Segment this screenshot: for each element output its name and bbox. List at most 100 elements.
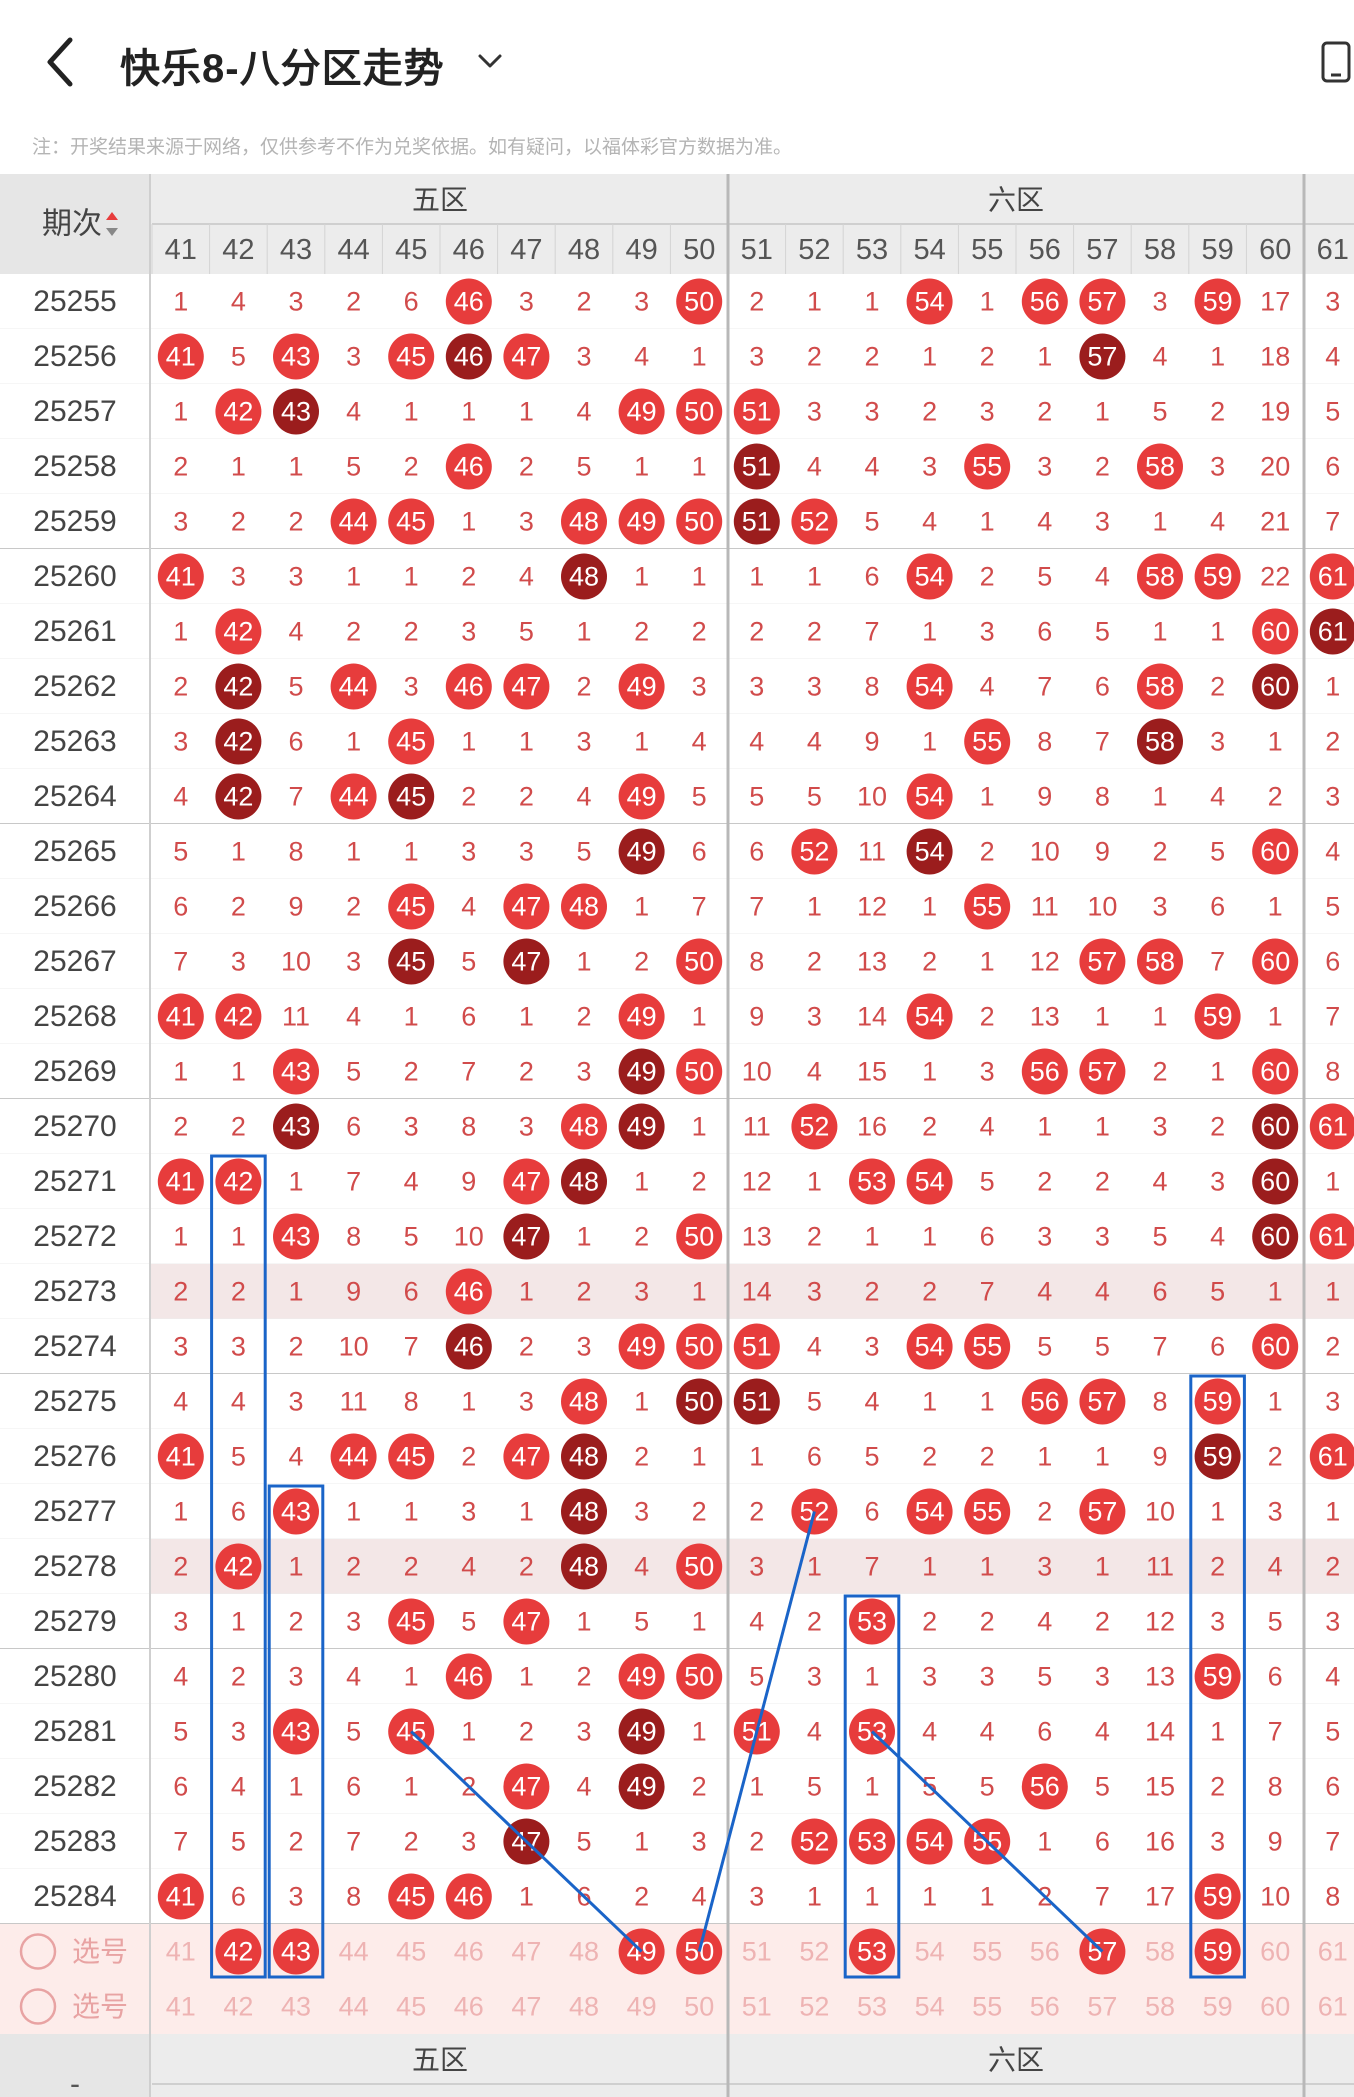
- miss-count: 1: [1037, 1112, 1052, 1142]
- miss-count: 4: [634, 1552, 649, 1582]
- issue-cell-bg: [0, 1869, 150, 1924]
- miss-count: 2: [1325, 1332, 1340, 1362]
- hit-number: 47: [511, 342, 541, 372]
- miss-count: 9: [864, 727, 879, 757]
- miss-count: 3: [1095, 507, 1110, 537]
- selectable-number: 46: [454, 1937, 484, 1967]
- miss-count: 11: [1146, 1552, 1174, 1582]
- miss-count: 2: [634, 617, 649, 647]
- device-button[interactable]: [1316, 38, 1354, 88]
- miss-count: 3: [1152, 287, 1167, 317]
- miss-count: 4: [864, 452, 879, 482]
- miss-count: 3: [749, 1882, 764, 1912]
- miss-count: 1: [1152, 1002, 1167, 1032]
- hit-number: 55: [972, 452, 1002, 482]
- hit-number: 49: [627, 1772, 657, 1802]
- miss-count: 2: [1210, 397, 1225, 427]
- issue-cell-bg: [0, 1484, 150, 1539]
- miss-count: 10: [742, 1057, 772, 1087]
- issue-number: 25278: [33, 1550, 116, 1583]
- chevron-left-icon: [47, 37, 73, 87]
- miss-count: 2: [1210, 1552, 1225, 1582]
- hit-ball: [561, 1158, 607, 1205]
- miss-count: 1: [980, 287, 995, 317]
- miss-count: 4: [288, 1442, 303, 1472]
- radio-circle-icon[interactable]: [19, 1933, 57, 1970]
- miss-count: 3: [288, 1662, 303, 1692]
- sort-icon[interactable]: [106, 212, 118, 220]
- hit-number: 48: [569, 1167, 599, 1197]
- miss-count: 2: [864, 342, 879, 372]
- miss-count: 1: [1095, 1552, 1110, 1582]
- radio-circle-icon[interactable]: [19, 1988, 57, 2025]
- hit-number: 50: [684, 1552, 714, 1582]
- selectable-number: 52: [799, 1937, 829, 1967]
- miss-count: 1: [922, 727, 937, 757]
- miss-count: 3: [231, 1717, 246, 1747]
- picked-ball[interactable]: [849, 1928, 895, 1975]
- title-dropdown-button[interactable]: [470, 44, 510, 80]
- hit-number: 59: [1203, 1442, 1233, 1472]
- hit-ball: [445, 663, 492, 710]
- table-row: [150, 329, 1354, 384]
- miss-count: 4: [1268, 1552, 1283, 1582]
- miss-count: 7: [288, 782, 303, 812]
- hit-number: 47: [511, 1772, 541, 1802]
- hit-number: 46: [454, 452, 484, 482]
- hit-number: 57: [1087, 1387, 1117, 1417]
- select-row-label: 选号: [72, 1991, 128, 2022]
- miss-count: 1: [922, 1387, 937, 1417]
- hit-number: 45: [396, 782, 426, 812]
- hit-ball: [1252, 1158, 1299, 1205]
- issue-number: 25276: [33, 1440, 116, 1473]
- annotation-box-43: [267, 1484, 325, 1979]
- hit-number: 56: [1030, 1057, 1060, 1087]
- issue-number: 25257: [33, 395, 116, 428]
- disclaimer-notice: 注：开奖结果来源于网络，仅供参考不作为兑奖依据。如有疑问，以福体彩官方数据为准。: [32, 137, 793, 158]
- miss-count: 1: [980, 1882, 995, 1912]
- miss-count: 2: [519, 782, 534, 812]
- miss-count: 4: [576, 1772, 591, 1802]
- hit-ball: [1137, 938, 1183, 985]
- picked-ball[interactable]: [273, 1928, 319, 1975]
- hit-number: 55: [972, 1497, 1002, 1527]
- hit-number: 44: [339, 782, 369, 812]
- hit-number: 42: [223, 727, 253, 757]
- miss-count: 1: [922, 892, 937, 922]
- hit-number: 50: [684, 287, 714, 317]
- miss-count: 10: [1087, 892, 1117, 922]
- miss-count: 1: [692, 1717, 707, 1747]
- hit-ball: [561, 498, 607, 545]
- miss-count: 2: [634, 1222, 649, 1252]
- miss-count: 3: [1152, 892, 1167, 922]
- miss-count: 5: [1268, 1607, 1283, 1637]
- column-header-57: 57: [1086, 234, 1118, 266]
- hit-ball: [1252, 938, 1299, 985]
- miss-count: 1: [1325, 1277, 1340, 1307]
- miss-count: 2: [1152, 1057, 1167, 1087]
- issue-number: 25268: [33, 1000, 116, 1033]
- miss-count: 9: [346, 1277, 361, 1307]
- hit-number: 47: [511, 947, 541, 977]
- miss-count: 3: [807, 1277, 822, 1307]
- hit-number: 43: [281, 397, 311, 427]
- miss-count: 2: [1268, 1442, 1283, 1472]
- hit-number: 47: [511, 1222, 541, 1252]
- back-button[interactable]: [38, 26, 82, 98]
- miss-count: 1: [1268, 892, 1283, 922]
- page-title[interactable]: 快乐8-八分区走势: [120, 47, 445, 91]
- picked-ball[interactable]: [1194, 1928, 1241, 1975]
- miss-count: 3: [173, 1332, 188, 1362]
- miss-count: 2: [173, 672, 188, 702]
- picked-ball[interactable]: [215, 1928, 262, 1975]
- miss-count: 9: [749, 1002, 764, 1032]
- hit-number: 58: [1145, 947, 1175, 977]
- hit-ball: [388, 1433, 435, 1480]
- hit-ball: [964, 443, 1011, 490]
- hit-ball: [388, 718, 435, 765]
- miss-count: 6: [346, 1112, 361, 1142]
- issue-cell-bg: [0, 439, 150, 494]
- issue-column-header: 期次: [42, 208, 102, 241]
- miss-count: 4: [173, 1662, 188, 1692]
- footer-zone-header-1: 五区: [412, 2045, 468, 2076]
